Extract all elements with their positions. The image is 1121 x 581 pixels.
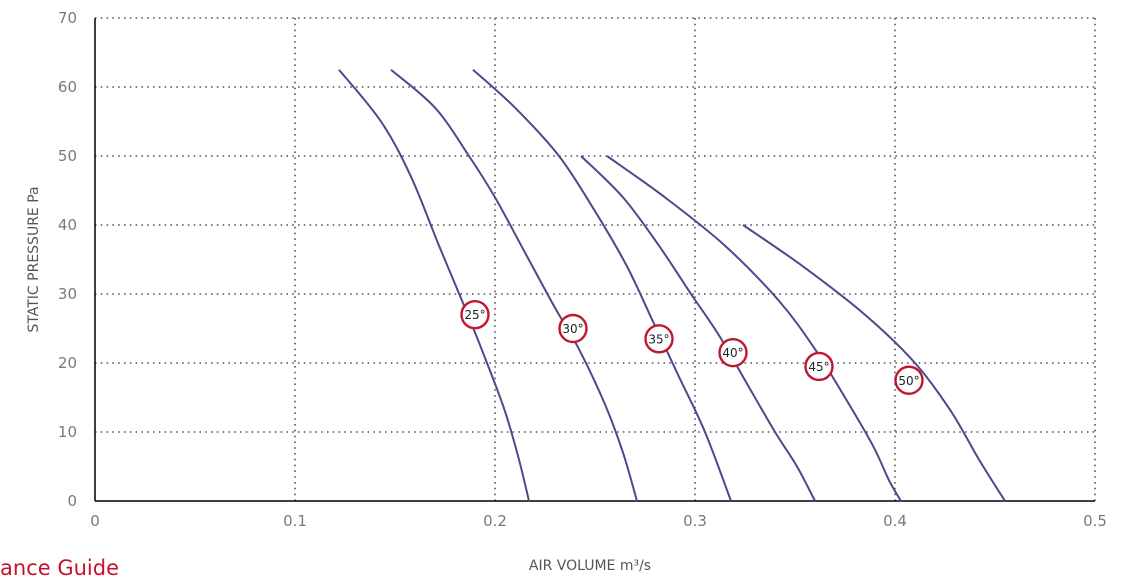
series-badge: 50° (894, 365, 924, 395)
series-curve (472, 69, 732, 502)
y-tick-label: 70 (58, 9, 77, 27)
y-tick-label: 40 (58, 216, 77, 234)
y-tick-label: 30 (58, 285, 77, 303)
y-tick-label: 50 (58, 147, 77, 165)
series-badge: 40° (718, 337, 748, 368)
series-badge-label: 45° (808, 360, 829, 374)
series-badge-ring (804, 351, 834, 382)
x-tick-label: 0 (90, 512, 100, 530)
series-curve (606, 155, 902, 502)
y-tick-label: 60 (58, 78, 77, 96)
axes (94, 18, 1095, 502)
x-tick-label: 0.3 (683, 512, 707, 530)
series-badge-label: 40° (722, 346, 743, 360)
x-tick-label: 0.5 (1083, 512, 1107, 530)
x-tick-label: 0.1 (283, 512, 307, 530)
series-badge-label: 25° (464, 308, 485, 322)
series-curve (742, 224, 1006, 502)
y-axis-title: STATIC PRESSURE Pa (26, 186, 42, 332)
series-badge: 30° (558, 313, 588, 344)
x-tick-label: 0.4 (883, 512, 907, 530)
series-curve (338, 69, 530, 502)
series-badge-ring (894, 365, 924, 395)
x-tick-labels: 0 0.1 0.2 0.3 0.4 0.5 (90, 512, 1107, 530)
series-badge: 25° (460, 300, 490, 330)
series-badge: 45° (804, 351, 834, 382)
series-badge-ring (718, 337, 748, 368)
y-tick-labels: 0 10 20 30 40 50 60 70 (58, 9, 77, 510)
series-badge-ring (644, 324, 674, 354)
series-badge-label: 50° (898, 374, 919, 388)
series-group (338, 68, 1006, 502)
series-badge-label: 30° (562, 322, 583, 336)
y-tick-label: 0 (67, 492, 77, 510)
series-badge: 35° (644, 324, 674, 354)
x-tick-label: 0.2 (483, 512, 507, 530)
x-axis-title: AIR VOLUME m³/s (529, 558, 651, 574)
series-badge-ring (558, 313, 588, 344)
series-badge-label: 35° (648, 332, 669, 346)
series-badge-ring (460, 300, 490, 330)
footer-guide-text: ance Guide (0, 556, 119, 580)
y-tick-label: 10 (58, 423, 77, 441)
y-tick-label: 20 (58, 354, 77, 372)
series-labels: 25° 30° 35° 40° 45° 50° (460, 300, 924, 395)
series-curve (580, 155, 816, 502)
series-curve (390, 68, 638, 502)
grid (95, 17, 1096, 501)
